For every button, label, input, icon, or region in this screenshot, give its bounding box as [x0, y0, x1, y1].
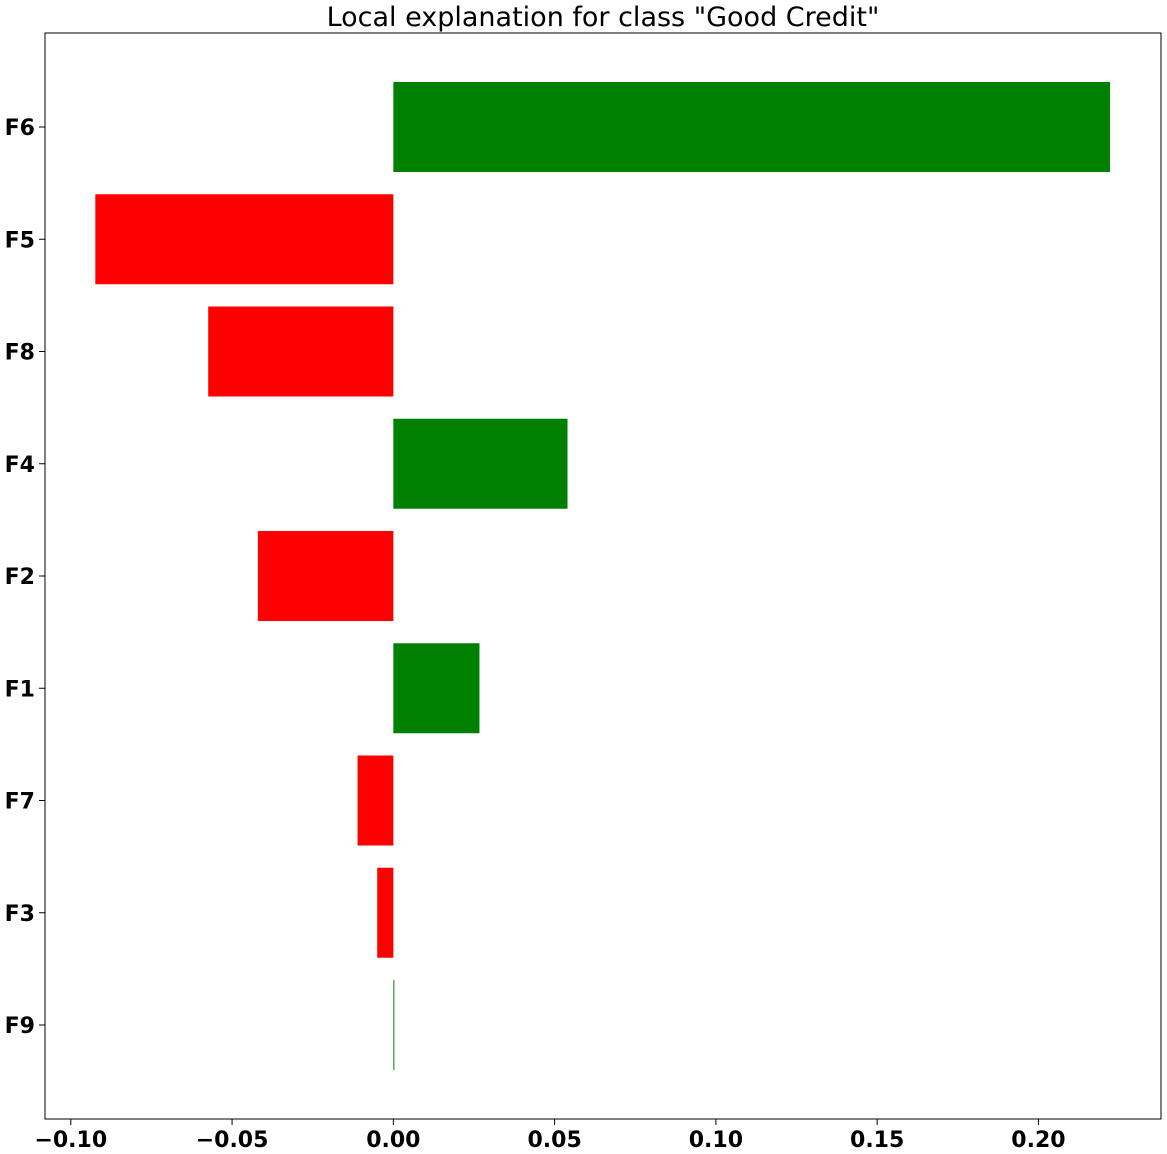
y-tick-label: F9: [5, 1014, 35, 1039]
bar-f2: [257, 531, 394, 621]
bar-f7: [357, 755, 394, 846]
y-axis-ticks: F6 F5 F8 F4 F2 F1 F7 F3 F9: [5, 116, 45, 1039]
x-tick-label: 0.05: [527, 1128, 581, 1153]
y-tick-label: F3: [5, 902, 35, 927]
bar-f8: [208, 306, 394, 397]
x-tick-label: 0.10: [689, 1128, 743, 1153]
bars-group: [95, 82, 1111, 1070]
bar-f5: [95, 194, 394, 285]
x-tick-label: −0.05: [196, 1128, 269, 1153]
y-tick-label: F5: [5, 228, 35, 253]
y-tick-label: F8: [5, 341, 35, 366]
bar-f6: [393, 82, 1111, 172]
y-tick-label: F6: [5, 116, 35, 141]
y-tick-label: F2: [5, 565, 35, 590]
chart-title: Local explanation for class "Good Credit…: [327, 2, 880, 33]
x-axis-ticks: −0.10 −0.05 0.00 0.05 0.10 0.15 0.20: [34, 1119, 1066, 1153]
y-tick-label: F7: [5, 790, 35, 815]
bar-f4: [393, 418, 568, 509]
x-tick-label: 0.20: [1011, 1128, 1065, 1153]
bar-f9: [393, 980, 395, 1070]
bar-f3: [377, 867, 394, 958]
bar-f1: [393, 643, 480, 734]
y-tick-label: F4: [5, 453, 35, 478]
x-tick-label: 0.15: [850, 1128, 904, 1153]
x-tick-label: −0.10: [34, 1128, 107, 1153]
y-tick-label: F1: [5, 677, 35, 702]
x-tick-label: 0.00: [366, 1128, 420, 1153]
